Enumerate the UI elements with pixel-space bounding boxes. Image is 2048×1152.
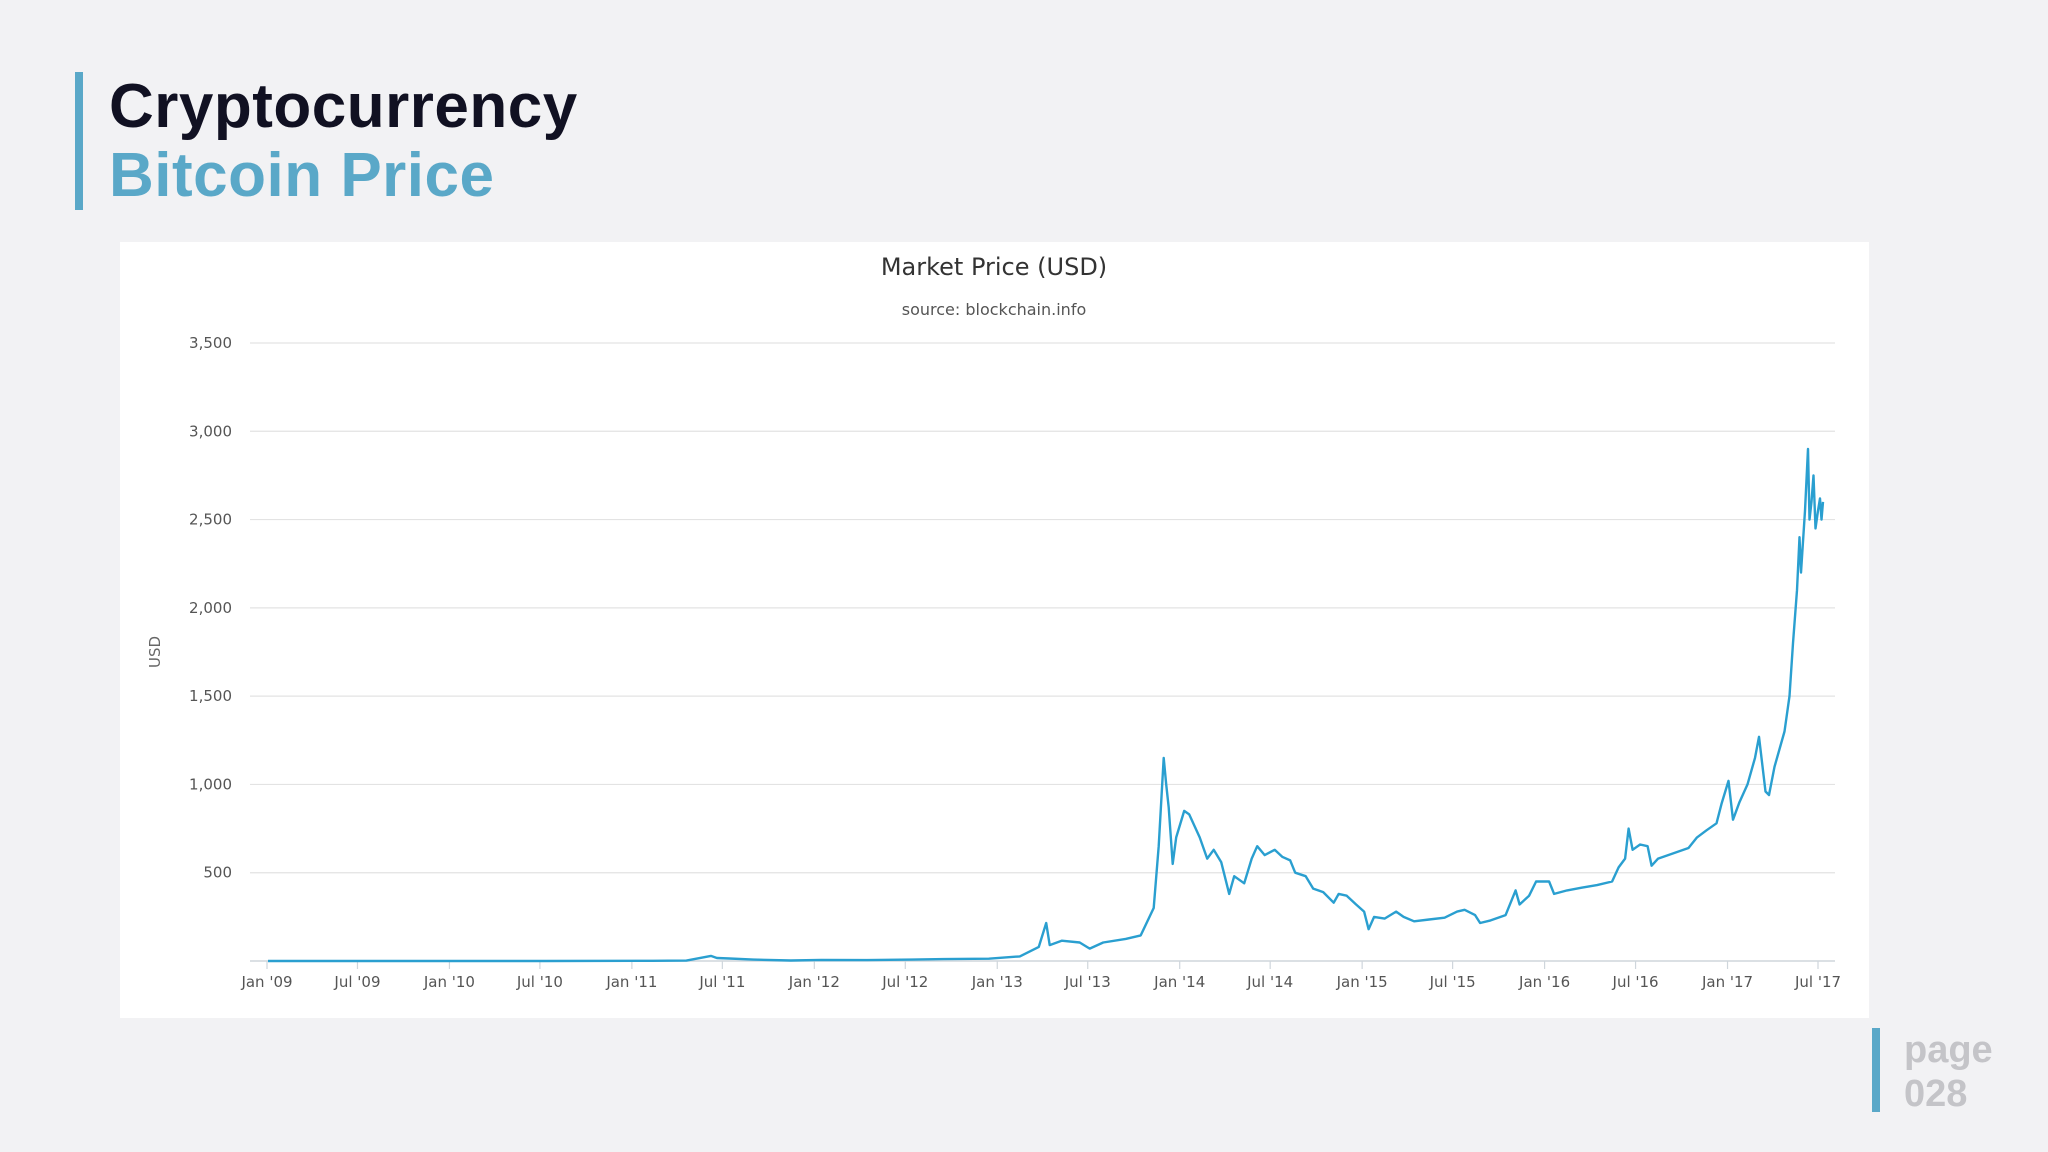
y-tick-label: 1,500 xyxy=(189,687,232,705)
y-axis-title: USD xyxy=(146,636,164,668)
x-tick-label: Jan '12 xyxy=(788,973,840,991)
x-tick-label: Jul '12 xyxy=(881,973,928,991)
chart-title: Market Price (USD) xyxy=(881,253,1107,281)
x-tick-label: Jan '14 xyxy=(1153,973,1205,991)
x-tick-label: Jan '11 xyxy=(605,973,657,991)
x-tick-label: Jul '13 xyxy=(1064,973,1111,991)
x-tick-label: Jul '11 xyxy=(698,973,745,991)
chart-subtitle: source: blockchain.info xyxy=(902,300,1086,319)
x-tick-label: Jul '15 xyxy=(1429,973,1476,991)
x-tick-label: Jul '16 xyxy=(1612,973,1659,991)
x-tick-label: Jul '10 xyxy=(516,973,563,991)
series-layer xyxy=(268,447,1825,963)
price-chart: Market Price (USD) source: blockchain.in… xyxy=(146,253,1841,991)
y-tick-label: 500 xyxy=(203,864,232,882)
x-tick-label: Jul '09 xyxy=(333,973,380,991)
x-tick-label: Jul '14 xyxy=(1246,973,1293,991)
x-tick-label: Jan '16 xyxy=(1518,973,1570,991)
x-tick-label: Jan '09 xyxy=(240,973,292,991)
y-tick-label: 3,000 xyxy=(189,422,232,440)
x-tick-label: Jan '10 xyxy=(423,973,475,991)
series-line-0 xyxy=(268,447,1825,963)
y-tick-label: 2,500 xyxy=(189,511,232,529)
x-tick-label: Jul '17 xyxy=(1794,973,1841,991)
x-tick-label: Jan '13 xyxy=(971,973,1023,991)
y-tick-label: 2,000 xyxy=(189,599,232,617)
y-axis-ticks: 500 1,000 1,500 2,000 2,500 3,000 3,500 xyxy=(189,334,232,882)
x-tick-label: Jan '17 xyxy=(1701,973,1753,991)
grid-lines xyxy=(250,342,1835,962)
x-axis-ticks: Jan '09 Jul '09 Jan '10 Jul '10 Jan '11 Jul '… xyxy=(240,961,1841,991)
slide-subtitle: Bitcoin Price xyxy=(109,141,495,210)
y-tick-label: 1,000 xyxy=(189,775,232,793)
page-label: page xyxy=(1904,1029,1993,1071)
x-tick-label: Jan '15 xyxy=(1336,973,1388,991)
page-number: 028 xyxy=(1904,1073,1968,1115)
slide-title: Cryptocurrency xyxy=(109,72,578,141)
y-tick-label: 3,500 xyxy=(189,334,232,352)
page-indicator: page 028 xyxy=(1872,1028,1993,1115)
slide-title-block: Cryptocurrency Bitcoin Price xyxy=(75,72,578,210)
chart-card: Market Price (USD) source: blockchain.in… xyxy=(120,242,1869,1018)
